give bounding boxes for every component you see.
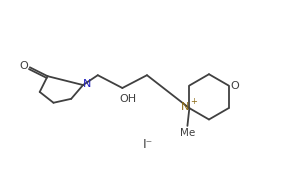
Text: I⁻: I⁻ [143, 138, 153, 150]
Text: O: O [19, 61, 28, 71]
Text: N: N [181, 102, 190, 112]
Text: N: N [83, 79, 91, 89]
Text: OH: OH [120, 94, 137, 104]
Text: O: O [230, 80, 239, 90]
Text: +: + [190, 97, 197, 106]
Text: Me: Me [180, 128, 195, 138]
